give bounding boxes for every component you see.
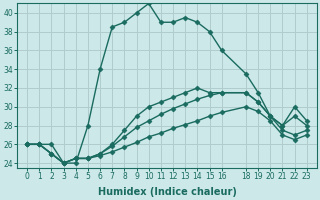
X-axis label: Humidex (Indice chaleur): Humidex (Indice chaleur) xyxy=(98,187,236,197)
